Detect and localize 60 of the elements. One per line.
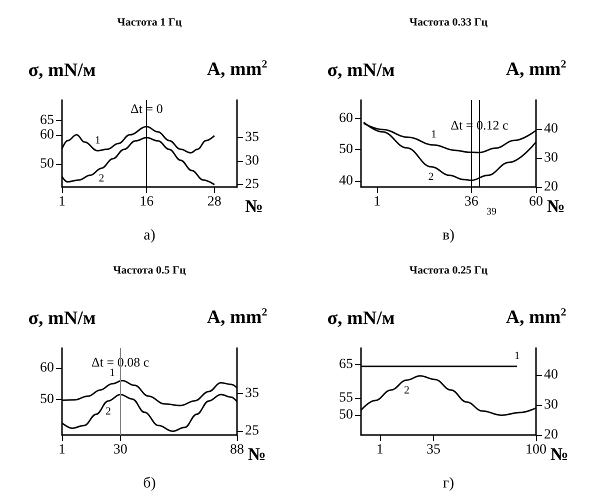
y-axis-title: σ, mN/м	[327, 308, 395, 328]
y-axis-title: σ, mN/м	[327, 60, 395, 81]
y2-tick-label: 40	[544, 367, 558, 382]
y2-tick-label: 35	[245, 385, 259, 400]
y-tick-label: 40	[339, 173, 353, 188]
y-tick-label: 65	[40, 112, 54, 128]
x-tick-label: 88	[230, 442, 244, 457]
y2-tick-label: 30	[245, 154, 259, 169]
x-axis-title: №	[248, 444, 266, 464]
x-tick-label: 35	[426, 442, 441, 457]
series-label: 2	[106, 404, 112, 417]
y2-tick-label: 30	[544, 150, 558, 166]
chart-title: Частота 1 Гц	[117, 16, 182, 28]
y-tick-label: 60	[339, 111, 353, 126]
series-label: 2	[98, 172, 104, 185]
text: б)	[143, 475, 156, 491]
series-label: 1	[110, 366, 116, 379]
x-tick-label: 100	[526, 442, 546, 457]
annotation: Δt = 0.08 с	[92, 354, 150, 369]
x-axis-title: №	[550, 444, 568, 464]
chart-title: Частота 0.25 Гц	[409, 264, 488, 276]
y2-tick-label: 20	[544, 427, 558, 442]
series-label: 1	[514, 349, 520, 362]
y-tick-label: 60	[40, 360, 54, 376]
y-tick-label: 50	[339, 406, 353, 422]
chart-title: Частота 0.33 Гц	[409, 16, 488, 28]
y2-tick-label: 25	[245, 423, 259, 438]
y2-tick-label: 25	[245, 177, 259, 192]
x-axis-title: №	[546, 196, 565, 216]
series-label: 1	[94, 134, 100, 146]
series-label: 1	[430, 128, 436, 141]
chart-title: Частота 0.5 Гц	[113, 264, 187, 276]
series-label: 2	[404, 384, 410, 396]
series-label: 2	[428, 171, 434, 184]
x-tick-label: 30	[113, 442, 128, 457]
text: а)	[144, 228, 156, 244]
x-tick-label: 16	[140, 194, 154, 210]
x-tick-label: 1	[58, 194, 66, 210]
y2-tick-label: 40	[544, 122, 558, 136]
y-axis-title: σ, mN/м	[28, 60, 96, 81]
y-tick-label: 50	[339, 142, 353, 158]
y-tick-label: 55	[339, 390, 353, 406]
x-tick-label: 1	[374, 194, 381, 210]
y-tick-label: 60	[40, 127, 54, 142]
y-tick-label: 50	[40, 156, 54, 172]
x-axis-title: №	[245, 196, 264, 216]
x-tick-label: 1	[376, 442, 384, 457]
text: г)	[442, 475, 454, 491]
y2-tick-label: 20	[544, 180, 558, 194]
y-axis-title: σ, mN/м	[28, 308, 96, 328]
y2-tick-label: 35	[245, 130, 259, 146]
y2-tick-label: 30	[544, 397, 558, 412]
y-tick-label: 65	[339, 356, 353, 372]
ref-line-label: 39	[486, 206, 496, 218]
x-tick-label: 36	[464, 194, 478, 210]
x-tick-label: 28	[207, 194, 222, 210]
y-tick-label: 50	[40, 391, 54, 406]
x-tick-label: 60	[529, 194, 543, 210]
x-tick-label: 1	[58, 442, 66, 457]
text: в)	[442, 228, 455, 244]
